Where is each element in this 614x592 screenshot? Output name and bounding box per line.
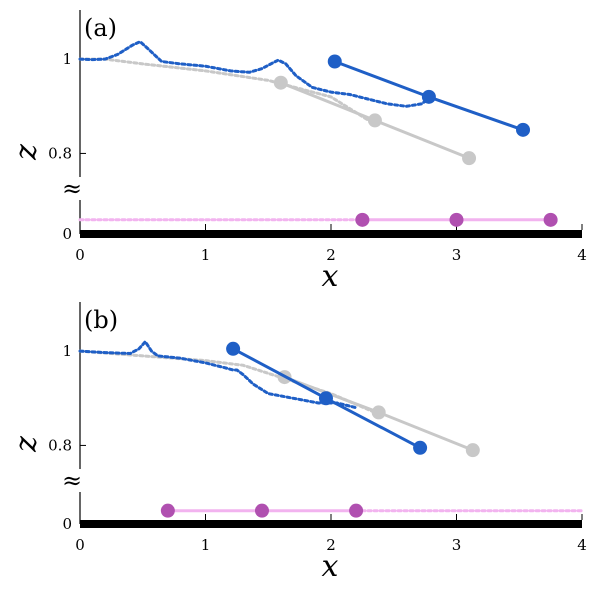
y-tick-label: 0 xyxy=(62,515,72,533)
ground-bar xyxy=(80,230,582,238)
data-point-solid-pink xyxy=(349,503,364,518)
x-tick-label: 0 xyxy=(75,536,85,554)
y-tick-label: 0 xyxy=(62,225,72,243)
x-tick-label: 0 xyxy=(75,246,85,264)
y-tick-label: 1 xyxy=(62,342,72,360)
data-point-solid-pink xyxy=(355,212,370,227)
data-point-solid-gray xyxy=(367,113,382,128)
panel-label: (b) xyxy=(84,306,118,334)
x-axis-label: x xyxy=(322,259,339,294)
x-tick-label: 3 xyxy=(452,246,462,264)
y-tick-label: 0.8 xyxy=(48,436,72,454)
y-axis-label: z xyxy=(9,436,44,453)
x-tick-label: 4 xyxy=(577,246,587,264)
data-point-solid-blue xyxy=(318,391,333,406)
data-point-solid-blue xyxy=(327,54,342,69)
data-point-solid-gray xyxy=(371,405,386,420)
data-point-solid-pink xyxy=(543,212,558,227)
data-point-solid-blue xyxy=(226,341,241,356)
x-axis-label: x xyxy=(322,549,339,584)
x-tick-label: 1 xyxy=(201,246,211,264)
data-point-solid-blue xyxy=(413,440,428,455)
data-point-solid-pink xyxy=(449,212,464,227)
chart-panel-a: ≈0 0.8 1 z 0 1 2 3 4 x (a) xyxy=(9,10,587,294)
x-tick-label: 2 xyxy=(326,246,336,264)
x-tick-label: 2 xyxy=(326,536,336,554)
y-tick-label: 1 xyxy=(62,50,72,68)
x-tick-label: 4 xyxy=(577,536,587,554)
data-point-solid-gray xyxy=(465,443,480,458)
data-point-solid-gray xyxy=(273,75,288,90)
data-point-solid-pink xyxy=(254,503,269,518)
ground-bar xyxy=(80,520,582,528)
data-point-solid-blue xyxy=(421,89,436,104)
data-point-solid-gray xyxy=(462,151,477,166)
y-axis-label: z xyxy=(9,144,44,161)
axis-break-mark: ≈ xyxy=(62,175,82,203)
data-point-solid-blue xyxy=(516,122,531,137)
data-point-solid-pink xyxy=(160,503,175,518)
axis-break-mark: ≈ xyxy=(62,467,82,495)
x-tick-label: 1 xyxy=(201,536,211,554)
x-tick-label: 3 xyxy=(452,536,462,554)
series-line-dotted-blue xyxy=(78,340,358,410)
series-line-dotted-blue xyxy=(78,40,433,108)
panel-label: (a) xyxy=(84,14,117,42)
y-tick-label: 0.8 xyxy=(48,144,72,162)
chart-panel-b: ≈0 0.8 1 z 0 1 2 3 4 x (b) xyxy=(9,302,587,584)
